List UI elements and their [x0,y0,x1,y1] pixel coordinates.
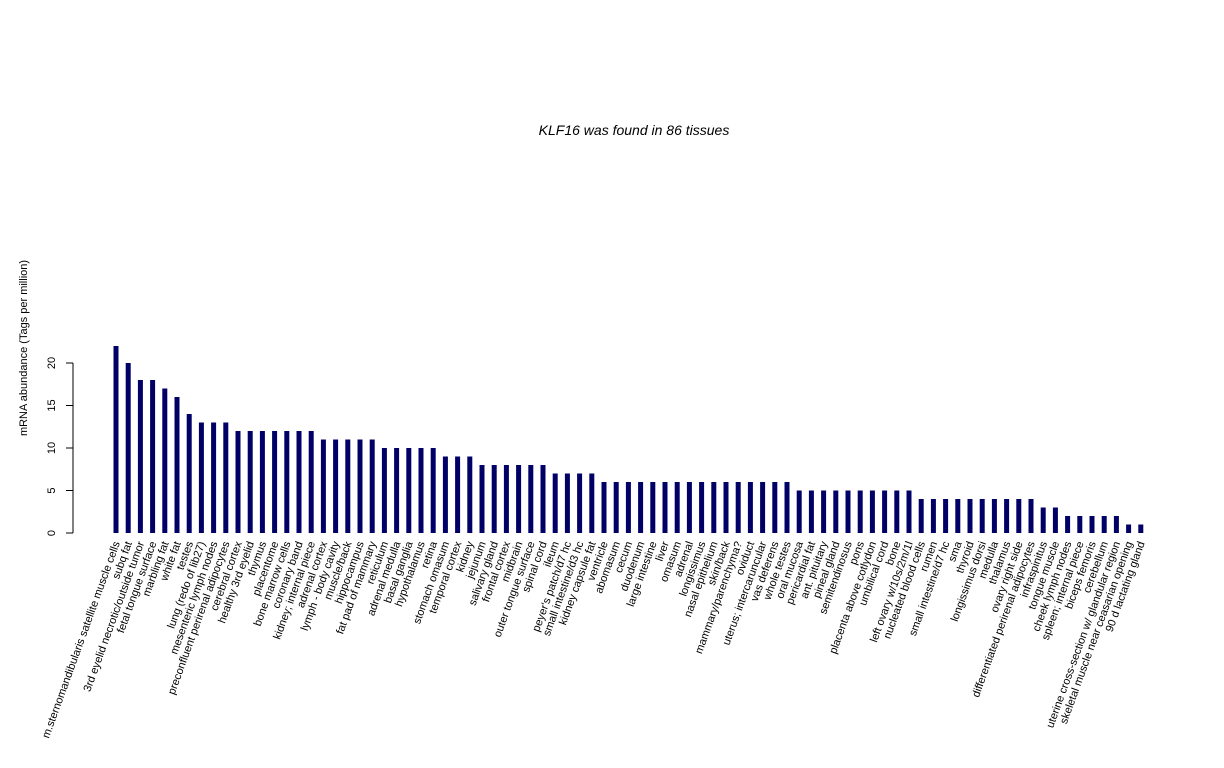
bar [955,499,961,533]
bar [699,482,705,533]
bar [747,482,753,533]
bar [223,422,229,533]
bar [1028,499,1034,533]
bar [589,473,595,533]
bar [150,380,156,533]
bar [601,482,607,533]
bar [735,482,741,533]
bar [162,388,168,533]
bar [784,482,790,533]
bar [320,439,326,533]
bar [247,431,253,533]
bar [1138,524,1144,533]
bar [882,490,888,533]
bar [528,465,534,533]
bar [394,448,400,533]
y-tick-label: 0 [46,530,58,536]
bar [918,499,924,533]
bar [808,490,814,533]
bar [455,456,461,533]
bar [1077,516,1083,533]
bar [418,448,424,533]
bar [894,490,900,533]
bar [674,482,680,533]
chart-title: KLF16 was found in 86 tissues [539,122,730,138]
bar [125,363,131,533]
bar [235,431,241,533]
bar [979,499,985,533]
bar [967,499,973,533]
bar [284,431,290,533]
bar [991,499,997,533]
bar [467,456,473,533]
bar [186,414,192,533]
bar [857,490,863,533]
y-axis: 0 5 10 15 20 [46,357,74,536]
bar [833,490,839,533]
x-axis-labels: m.sternomandibularis satellite muscle ce… [40,539,1147,740]
bar [381,448,387,533]
bar [869,490,875,533]
bar [1052,507,1058,533]
bar [1126,524,1132,533]
bar [479,465,485,533]
bar [638,482,644,533]
bar [369,439,375,533]
bar [137,380,143,533]
bar [345,439,351,533]
bar [686,482,692,533]
bar [723,482,729,533]
bar [1089,516,1095,533]
bar [1016,499,1022,533]
bar [503,465,509,533]
bar [516,465,522,533]
bar [1101,516,1107,533]
bar [1065,516,1071,533]
y-tick-label: 10 [46,442,58,454]
bar [760,482,766,533]
bars [113,346,1144,533]
bar [174,397,180,533]
bar [711,482,717,533]
bar [259,431,265,533]
bar [211,422,217,533]
y-tick-label: 5 [46,487,58,493]
y-axis-label: mRNA abundance (Tags per million) [18,260,30,436]
bar [662,482,668,533]
bar [540,465,546,533]
bar [650,482,656,533]
bar [406,448,412,533]
bar [906,490,912,533]
bar [930,499,936,533]
bar [308,431,314,533]
bar [1113,516,1119,533]
bar [772,482,778,533]
bar [1004,499,1010,533]
bar [943,499,949,533]
bar [821,490,827,533]
bar [564,473,570,533]
y-tick-label: 15 [46,399,58,411]
bar [1040,507,1046,533]
bar [272,431,278,533]
bar [845,490,851,533]
bar [113,346,119,533]
bar [796,490,802,533]
bar [577,473,583,533]
bar [296,431,302,533]
bar [613,482,619,533]
y-tick-label: 20 [46,357,58,369]
bar [198,422,204,533]
bar [491,465,497,533]
bar [552,473,558,533]
bar [625,482,631,533]
bar [442,456,448,533]
bar [357,439,363,533]
bar [333,439,339,533]
bar [430,448,436,533]
